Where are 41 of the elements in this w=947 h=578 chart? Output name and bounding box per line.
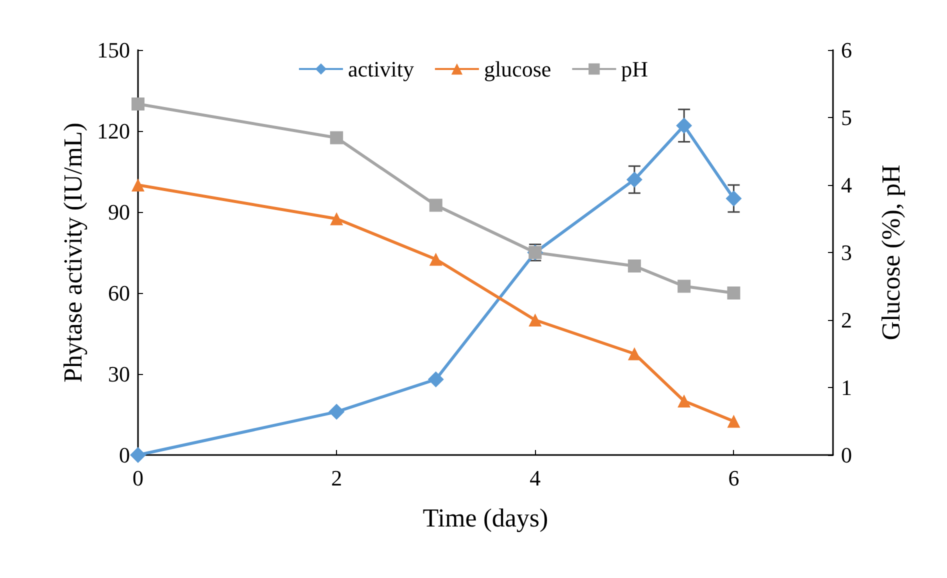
y2-tick-label: 3: [841, 240, 852, 265]
y-axis-title: Phytase activity (IU/mL): [58, 122, 88, 382]
x-axis-title: Time (days): [422, 504, 548, 532]
y-tick-label: 60: [108, 280, 130, 306]
point: [678, 280, 691, 293]
point: [130, 447, 146, 463]
point: [528, 314, 542, 326]
point: [132, 98, 144, 110]
x-tick-label: 2: [331, 466, 342, 490]
y2-tick-label: 6: [841, 38, 852, 62]
point: [330, 212, 344, 226]
y-tick-label: 30: [108, 362, 130, 386]
point: [628, 260, 641, 272]
point: [676, 118, 692, 134]
x-tick-label: 4: [530, 466, 541, 490]
x-tick-label: 6: [728, 466, 740, 490]
point: [628, 347, 641, 360]
y2-tick-label: 0: [841, 442, 852, 468]
y-tick-label: 90: [108, 200, 130, 224]
y2-tick-label: 5: [841, 105, 852, 130]
y2-tick-label: 2: [841, 308, 852, 332]
y-tick-label: 0: [119, 442, 130, 468]
y-tick-label: 150: [97, 38, 130, 62]
point: [626, 172, 642, 188]
point: [429, 252, 442, 266]
y2-tick-label: 1: [841, 375, 852, 400]
point: [726, 190, 742, 206]
point: [132, 178, 144, 192]
y-tick-label: 120: [97, 118, 130, 144]
point: [727, 286, 740, 300]
point: [429, 198, 442, 212]
point: [727, 414, 740, 428]
y2-axis-title: Glucose (%), pH: [876, 164, 906, 340]
legend-label: activity: [348, 56, 414, 82]
point: [330, 131, 344, 144]
point: [678, 394, 691, 408]
point: [428, 371, 444, 388]
legend-label: glucose: [484, 56, 552, 82]
legend-label: pH: [621, 56, 648, 82]
y2-tick-label: 4: [841, 172, 852, 198]
point: [328, 404, 345, 420]
